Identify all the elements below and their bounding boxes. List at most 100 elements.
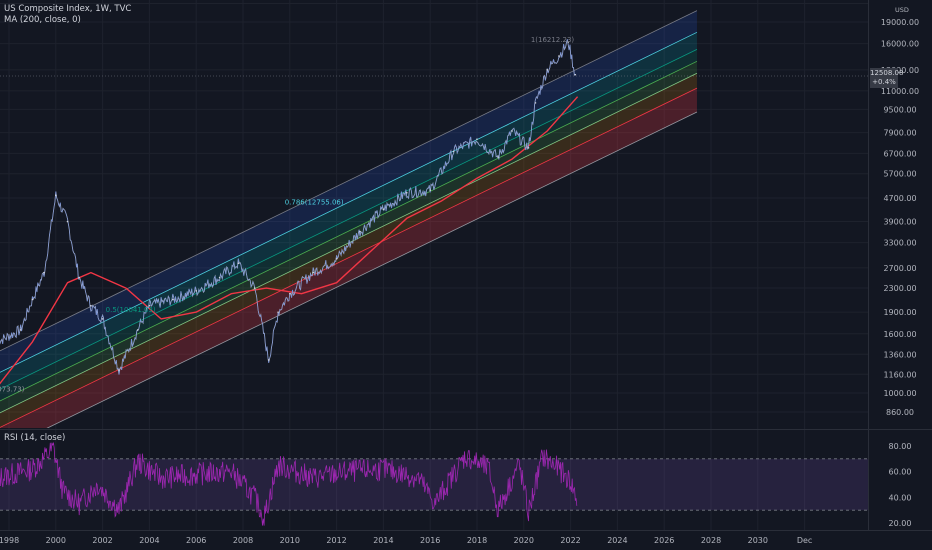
time-axis-label: 2000 <box>46 536 66 545</box>
price-axis-label: 5700.00 <box>883 170 916 179</box>
time-axis-label: 2020 <box>514 536 534 545</box>
fib-channel-band <box>0 73 697 428</box>
price-axis-label: 1000.00 <box>883 389 916 398</box>
price-point <box>335 258 338 260</box>
rsi-axis-label: 40.00 <box>889 493 912 502</box>
price-point <box>253 287 256 289</box>
price-point <box>172 298 174 301</box>
fib-channel-line[interactable] <box>0 111 698 466</box>
fib-channel-line[interactable] <box>0 31 698 387</box>
rsi-axis-label: 60.00 <box>889 468 912 477</box>
fib-channel-line[interactable] <box>0 72 698 428</box>
time-axis-label: 2008 <box>233 536 253 545</box>
fib-channel[interactable] <box>0 10 698 466</box>
rsi-legend[interactable]: RSI (14, close) <box>4 433 66 443</box>
fib-channel-line[interactable] <box>0 48 698 404</box>
price-point <box>277 311 279 313</box>
price-point <box>78 276 80 279</box>
price-point <box>497 156 499 158</box>
price-axis-label: 3900.00 <box>883 218 916 227</box>
price-axis-label: 16000.00 <box>881 40 919 49</box>
time-axis-label: 2002 <box>92 536 112 545</box>
time-axis-label: 2014 <box>373 536 393 545</box>
time-axis-label: 2004 <box>139 536 159 545</box>
price-axis-label: 7900.00 <box>883 129 916 138</box>
price-point <box>406 191 408 194</box>
peak-label[interactable]: 1(16212.23) <box>531 36 575 44</box>
price-axis-label: 2300.00 <box>883 284 916 293</box>
ma-line[interactable] <box>0 96 579 387</box>
price-point <box>195 290 197 292</box>
price-axis-label: 860.00 <box>886 408 914 417</box>
time-axis-label: 2024 <box>607 536 627 545</box>
rsi-axis[interactable]: 80.00 60.00 40.00 20.00 <box>889 442 912 528</box>
price-axis-label: 11000.00 <box>881 87 919 96</box>
price-point <box>534 102 537 104</box>
price-point <box>267 359 270 361</box>
time-axis-label: Dec <box>797 536 812 545</box>
time-axis-label: 2006 <box>186 536 206 545</box>
fib-level-label[interactable]: 0.786(12755.06) <box>285 199 344 207</box>
price-axis-label: 4700.00 <box>883 194 916 203</box>
time-axis-label: 2026 <box>654 536 674 545</box>
price-point <box>382 208 385 211</box>
last-price-change: +0.4% <box>872 78 896 86</box>
price-axis-label: 9500.00 <box>883 105 916 114</box>
price-point <box>31 298 34 301</box>
annotation-labels: 0.786(12755.06) 0.5(10041.03) 1(16212.23) 0… <box>0 36 574 394</box>
rsi-axis-label: 20.00 <box>889 519 912 528</box>
fib-mid-label[interactable]: 0.5(10041.03) <box>106 306 156 314</box>
price-point <box>136 329 139 331</box>
time-axis-label: 2010 <box>280 536 300 545</box>
price-point <box>289 292 291 295</box>
price-axis-label: 1160.00 <box>883 370 916 379</box>
rsi-line[interactable] <box>0 441 578 526</box>
price-point <box>43 271 45 274</box>
price-point <box>55 194 57 197</box>
price-axis-label: 1360.00 <box>883 350 916 359</box>
fib-channel-line[interactable] <box>0 60 698 416</box>
price-point <box>19 329 22 331</box>
ma-legend[interactable]: MA (200, close, 0) <box>4 15 81 25</box>
fib-channel-band <box>0 88 697 428</box>
price-axis-label: 3300.00 <box>883 239 916 248</box>
price-point <box>558 55 560 57</box>
time-axis-label: 2022 <box>560 536 580 545</box>
price-axis[interactable]: 19000.00 16000.00 13000.00 11000.00 9500.00 7… <box>881 18 919 417</box>
rsi-layer <box>0 441 868 526</box>
start-label[interactable]: 0(1073.73) <box>0 386 25 394</box>
price-axis-label: 19000.00 <box>881 18 919 27</box>
time-axis-label: 2028 <box>701 536 721 545</box>
rsi-band <box>0 458 868 511</box>
price-point <box>511 130 513 132</box>
time-axis-label: 1998 <box>0 536 19 545</box>
price-axis-label: 13000.00 <box>881 66 919 75</box>
fib-channel-band <box>0 61 697 413</box>
rsi-axis-label: 80.00 <box>889 442 912 451</box>
grid-lines <box>0 0 868 530</box>
price-point <box>567 41 570 43</box>
time-axis-label: 2016 <box>420 536 440 545</box>
price-line-overlay <box>0 39 576 375</box>
fib-channel-band <box>0 10 697 373</box>
price-point <box>148 304 151 307</box>
price-axis-label: 6700.00 <box>883 149 916 158</box>
last-price-tag: 12508.08 +0.4% <box>870 68 903 88</box>
price-axis-label: 1900.00 <box>883 308 916 317</box>
price-layer <box>0 39 577 375</box>
fib-channel-line[interactable] <box>0 87 698 442</box>
time-axis-label: 2030 <box>748 536 768 545</box>
time-axis[interactable]: 1998 2000 2002 2004 2006 2008 2010 2012 2014 2016… <box>0 536 812 545</box>
ma-layer <box>0 96 579 387</box>
price-point <box>359 230 361 233</box>
currency-label: USD <box>895 6 909 14</box>
price-point <box>218 276 221 279</box>
price-point <box>429 189 432 192</box>
price-point <box>101 318 104 320</box>
time-axis-label: 2018 <box>467 536 487 545</box>
price-point <box>546 69 548 71</box>
time-axis-label: 2012 <box>326 536 346 545</box>
symbol-legend[interactable]: US Composite Index, 1W, TVC <box>4 4 132 14</box>
price-point <box>312 271 315 274</box>
